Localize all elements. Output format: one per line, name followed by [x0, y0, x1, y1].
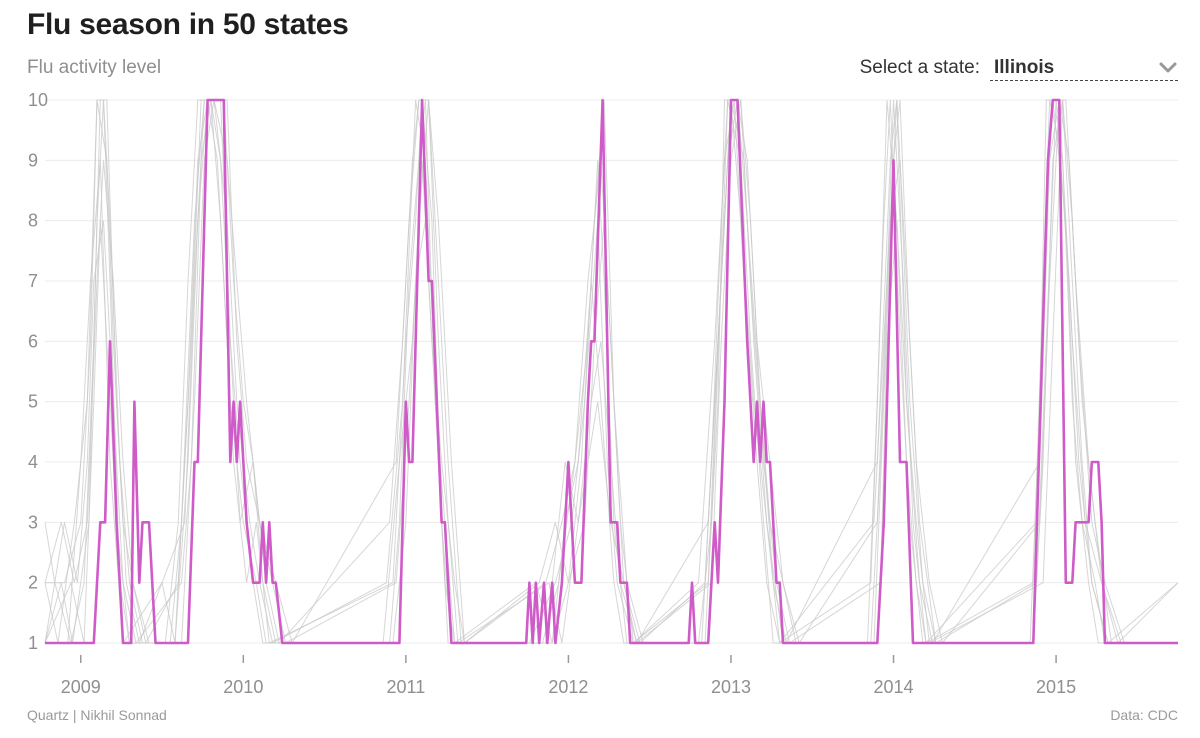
state-dropdown[interactable]: Illinois [990, 57, 1178, 81]
y-tick-label: 6 [28, 331, 38, 351]
x-tick-label: 2010 [223, 677, 263, 697]
background-series-line [44, 99, 1178, 645]
x-tick-label: 2013 [711, 677, 751, 697]
state-selector: Select a state: Illinois [860, 57, 1178, 81]
x-tick-label: 2012 [548, 677, 588, 697]
y-tick-label: 9 [28, 150, 38, 170]
y-tick-label: 4 [28, 452, 38, 472]
y-axis-label: Flu activity level [27, 57, 162, 78]
x-axis-ticks: 2009 2010 2011 2012 2013 2014 2015 [61, 655, 1076, 697]
background-series-line [44, 99, 1178, 645]
chart-title: Flu season in 50 states [27, 8, 349, 41]
y-tick-label: 5 [28, 392, 38, 412]
background-series-line [44, 99, 1179, 645]
x-tick-label: 2014 [874, 677, 914, 697]
y-tick-label: 8 [28, 211, 38, 231]
highlight-series-group [45, 98, 1178, 645]
state-selector-label: Select a state: [859, 57, 980, 78]
state-dropdown-value: Illinois [994, 57, 1055, 78]
y-tick-label: 10 [28, 90, 48, 110]
highlighted-series-line [45, 98, 1178, 645]
x-tick-label: 2011 [387, 677, 426, 697]
y-axis-ticks: 1 2 3 4 5 6 7 8 9 10 [28, 90, 48, 653]
y-tick-label: 2 [28, 573, 38, 593]
y-tick-label: 3 [28, 512, 38, 532]
data-source: Data: CDC [1110, 707, 1178, 723]
y-tick-label: 7 [28, 271, 38, 291]
chevron-down-icon [1159, 62, 1177, 73]
background-series-group [44, 99, 1179, 645]
credit: Quartz | Nikhil Sonnad [27, 707, 167, 723]
x-tick-label: 2015 [1036, 677, 1076, 697]
y-tick-label: 1 [28, 633, 38, 653]
x-tick-label: 2009 [61, 677, 101, 697]
